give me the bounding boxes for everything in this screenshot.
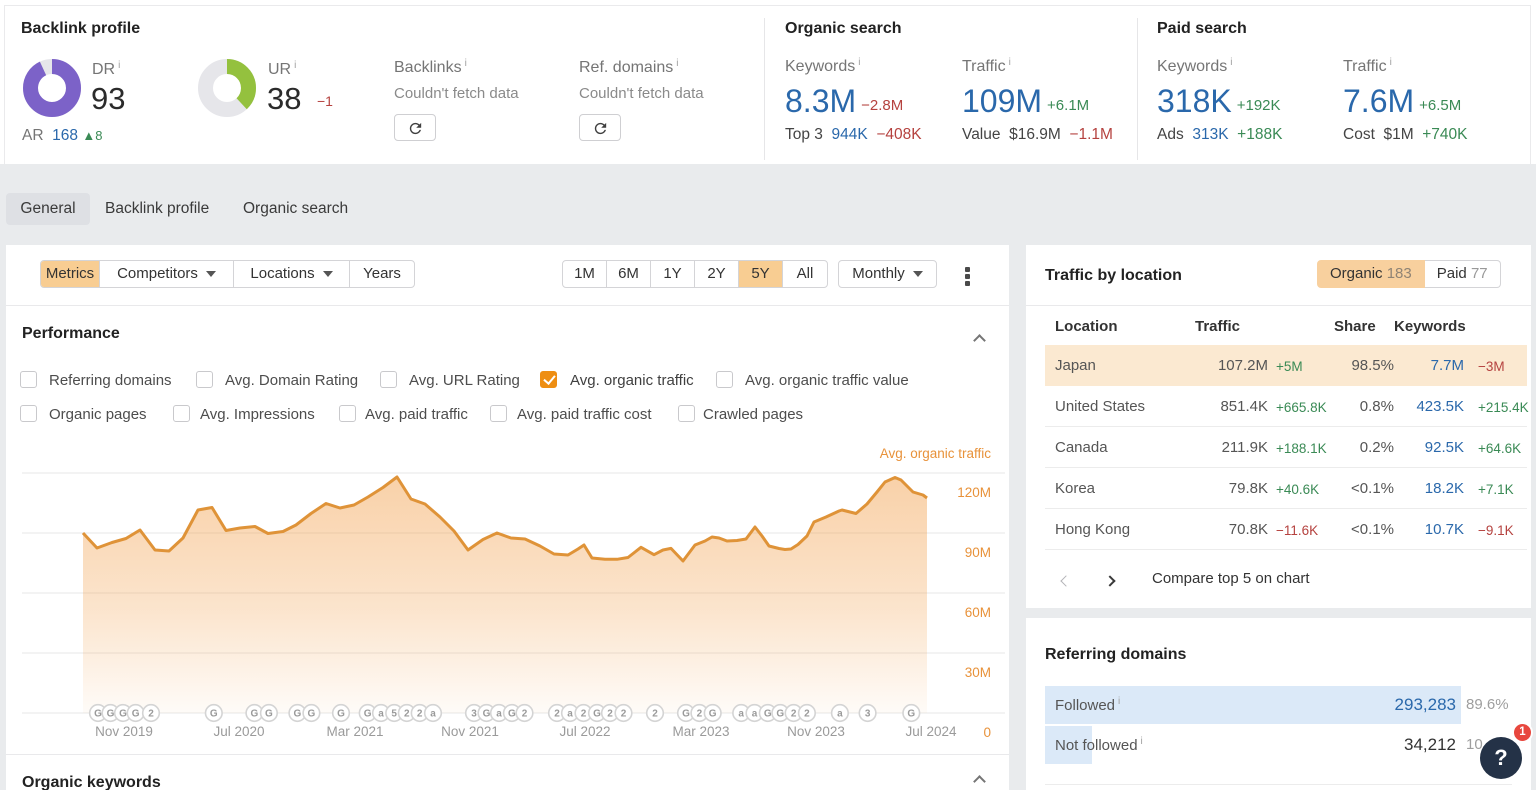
- svg-text:G: G: [132, 709, 140, 720]
- svg-text:60M: 60M: [965, 605, 991, 620]
- svg-text:G: G: [119, 709, 127, 720]
- svg-text:a: a: [752, 709, 758, 720]
- svg-text:G: G: [508, 709, 516, 720]
- svg-text:2: 2: [607, 709, 613, 720]
- svg-text:Mar 2021: Mar 2021: [326, 724, 383, 739]
- svg-text:Nov 2021: Nov 2021: [441, 724, 499, 739]
- svg-text:Jul 2022: Jul 2022: [559, 724, 610, 739]
- svg-text:2: 2: [404, 709, 410, 720]
- svg-text:G: G: [251, 709, 259, 720]
- svg-text:2: 2: [581, 709, 587, 720]
- svg-text:2: 2: [804, 709, 810, 720]
- svg-text:G: G: [210, 709, 218, 720]
- svg-text:Avg. organic traffic: Avg. organic traffic: [880, 446, 992, 461]
- svg-text:2: 2: [621, 709, 627, 720]
- svg-text:G: G: [94, 709, 102, 720]
- svg-text:5: 5: [391, 709, 397, 720]
- svg-text:G: G: [364, 709, 372, 720]
- svg-text:2: 2: [791, 709, 797, 720]
- svg-text:Mar 2023: Mar 2023: [672, 724, 729, 739]
- svg-text:3: 3: [471, 709, 477, 720]
- svg-text:a: a: [378, 709, 384, 720]
- svg-text:G: G: [265, 709, 273, 720]
- svg-text:G: G: [308, 709, 316, 720]
- svg-text:a: a: [496, 709, 502, 720]
- svg-text:a: a: [567, 709, 573, 720]
- svg-text:G: G: [294, 709, 302, 720]
- svg-text:Jul 2024: Jul 2024: [905, 724, 957, 739]
- svg-text:2: 2: [417, 709, 423, 720]
- svg-text:Nov 2019: Nov 2019: [95, 724, 153, 739]
- svg-text:2: 2: [148, 709, 154, 720]
- svg-text:2: 2: [697, 709, 703, 720]
- svg-text:a: a: [738, 709, 744, 720]
- svg-text:Nov 2023: Nov 2023: [787, 724, 845, 739]
- svg-text:G: G: [764, 709, 772, 720]
- svg-text:30M: 30M: [965, 665, 991, 680]
- svg-text:2: 2: [522, 709, 528, 720]
- svg-text:G: G: [107, 709, 115, 720]
- svg-text:90M: 90M: [965, 545, 991, 560]
- svg-text:2: 2: [554, 709, 560, 720]
- svg-text:G: G: [593, 709, 601, 720]
- svg-text:120M: 120M: [957, 485, 991, 500]
- svg-text:G: G: [709, 709, 717, 720]
- svg-text:Jul 2020: Jul 2020: [213, 724, 264, 739]
- svg-text:2: 2: [652, 709, 658, 720]
- svg-text:a: a: [837, 709, 843, 720]
- svg-text:G: G: [682, 709, 690, 720]
- svg-text:a: a: [430, 709, 436, 720]
- svg-text:G: G: [907, 709, 915, 720]
- svg-text:G: G: [776, 709, 784, 720]
- svg-text:0: 0: [983, 725, 991, 740]
- svg-text:G: G: [483, 709, 491, 720]
- svg-text:G: G: [337, 709, 345, 720]
- svg-text:3: 3: [865, 709, 871, 720]
